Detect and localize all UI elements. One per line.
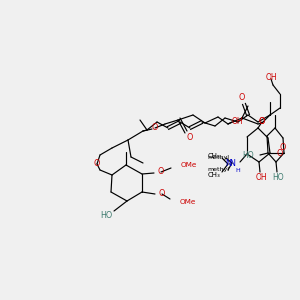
- Text: OMe: OMe: [180, 199, 196, 205]
- Text: CH₃: CH₃: [208, 153, 220, 159]
- Text: OH: OH: [232, 116, 244, 125]
- Text: O: O: [259, 118, 265, 127]
- Text: O: O: [187, 133, 193, 142]
- Text: O: O: [277, 148, 283, 158]
- Text: O: O: [152, 124, 158, 133]
- Text: O: O: [280, 143, 286, 152]
- Text: HO: HO: [272, 172, 284, 182]
- Text: OH: OH: [265, 74, 277, 82]
- Text: O: O: [158, 167, 164, 176]
- Text: OMe: OMe: [181, 162, 197, 168]
- Text: CH₃: CH₃: [208, 172, 220, 178]
- Text: OH: OH: [255, 172, 267, 182]
- Text: O: O: [159, 190, 165, 199]
- Text: HO: HO: [242, 151, 254, 160]
- Text: H: H: [235, 167, 240, 172]
- Text: methyl: methyl: [207, 155, 229, 160]
- Text: N: N: [225, 160, 231, 169]
- Text: O: O: [259, 118, 265, 127]
- Text: methyl: methyl: [207, 167, 229, 172]
- Text: HO: HO: [100, 211, 112, 220]
- Text: O: O: [239, 94, 245, 103]
- Text: O: O: [94, 160, 100, 169]
- Text: N: N: [229, 158, 235, 167]
